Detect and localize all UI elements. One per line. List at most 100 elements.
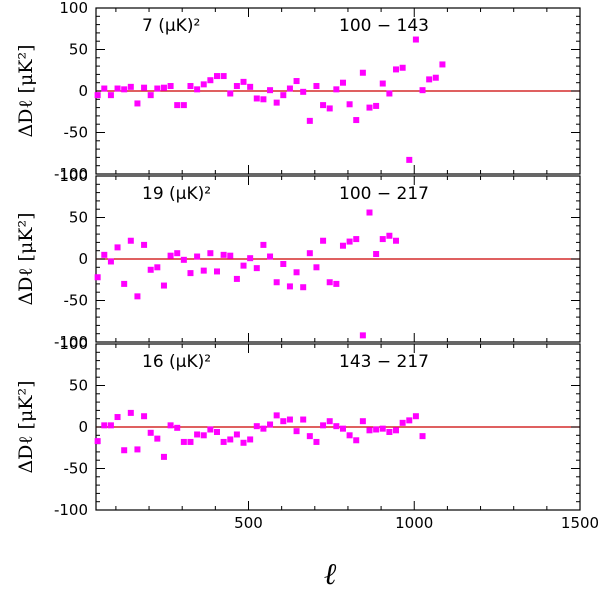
data-point: [339, 425, 346, 432]
data-point: [187, 438, 194, 445]
data-point: [320, 422, 327, 429]
data-point: [373, 426, 380, 433]
data-point: [200, 267, 207, 274]
data-point: [141, 413, 148, 420]
panel-amplitude-label: 19 (μK)²: [142, 184, 211, 204]
data-point: [214, 268, 220, 275]
data-point: [194, 253, 201, 260]
data-point: [339, 242, 346, 249]
data-point: [200, 432, 207, 439]
data-point: [253, 265, 260, 272]
y-tick-label: -100: [54, 165, 88, 183]
data-point: [260, 96, 267, 103]
data-point: [439, 61, 446, 68]
data-point: [286, 416, 293, 423]
data-point: [167, 252, 174, 259]
data-point: [160, 282, 167, 289]
data-point: [107, 422, 114, 429]
y-tick-label: 50: [69, 41, 88, 59]
y-tick-label: -50: [64, 124, 89, 142]
data-point: [267, 87, 274, 94]
data-point: [286, 283, 293, 290]
data-point: [346, 101, 353, 108]
y-tick-label: 100: [59, 167, 88, 185]
data-point: [353, 236, 360, 243]
data-point: [207, 77, 214, 84]
panel-amplitude-label: 16 (μK)²: [142, 352, 211, 372]
data-point: [419, 87, 426, 94]
data-point: [154, 435, 161, 442]
data-point: [313, 438, 320, 445]
data-point: [253, 423, 260, 430]
data-point: [127, 409, 134, 416]
data-point: [260, 241, 267, 248]
data-point: [127, 83, 134, 90]
panel-100-143: -100 -50 0 50 100 7 (μK)² 100 − 143 ΔDℓ [μK²]: [15, 0, 581, 183]
data-point: [386, 232, 393, 239]
data-point: [240, 78, 247, 85]
panel-pair-label: 100 − 143: [339, 16, 429, 36]
data-point: [214, 73, 220, 80]
data-point: [94, 274, 101, 281]
data-point: [313, 264, 320, 271]
y-tick-label: -100: [54, 501, 88, 519]
data-point: [333, 423, 340, 430]
data-point: [174, 424, 181, 431]
data-point: [214, 428, 220, 435]
data-point: [379, 80, 386, 87]
data-point: [273, 279, 280, 286]
data-point: [393, 237, 400, 244]
y-tick-label: -50: [64, 292, 89, 310]
data-point: [167, 422, 174, 429]
data-point: [373, 251, 380, 258]
data-point: [141, 241, 148, 248]
data-point: [293, 269, 300, 276]
data-point: [94, 438, 101, 445]
y-tick-label: 0: [78, 418, 88, 436]
data-point: [379, 236, 386, 243]
data-point: [306, 117, 313, 124]
data-point: [180, 438, 187, 445]
data-point: [393, 427, 400, 434]
y-tick-label: 100: [59, 335, 88, 353]
data-point: [101, 85, 108, 92]
data-point: [180, 256, 187, 263]
data-point: [346, 432, 353, 439]
panel-pair-label: 143 − 217: [339, 352, 429, 372]
panel-100-217: -100 -50 0 50 100 19 (μK)² 100 − 217 ΔDℓ [μK²]: [15, 167, 581, 351]
y-axis-label: ΔDℓ [μK²]: [15, 44, 37, 137]
data-point: [366, 104, 373, 111]
data-point: [134, 100, 141, 107]
y-tick-label: 0: [78, 82, 88, 100]
data-point: [107, 258, 114, 265]
data-point: [220, 438, 227, 445]
data-point: [373, 102, 380, 109]
data-point: [379, 425, 386, 432]
data-point: [280, 418, 287, 425]
data-point: [326, 418, 333, 425]
data-point: [399, 64, 406, 71]
data-point: [233, 275, 240, 282]
data-point: [147, 429, 154, 436]
data-point: [227, 90, 234, 97]
data-point: [121, 280, 128, 287]
y-axis-label: ΔDℓ [μK²]: [15, 212, 37, 305]
data-point: [160, 84, 167, 91]
data-point: [134, 446, 141, 453]
data-point: [359, 418, 366, 425]
data-point: [339, 79, 346, 86]
data-point: [101, 422, 108, 429]
data-point: [432, 74, 439, 81]
data-point: [187, 270, 194, 277]
y-tick-label: -50: [64, 460, 89, 478]
data-point: [167, 83, 174, 90]
data-point: [227, 252, 234, 259]
data-point: [174, 102, 181, 109]
data-point: [320, 102, 327, 109]
data-point: [280, 260, 287, 267]
data-point: [141, 84, 148, 91]
data-point: [399, 419, 406, 426]
data-point: [306, 250, 313, 257]
